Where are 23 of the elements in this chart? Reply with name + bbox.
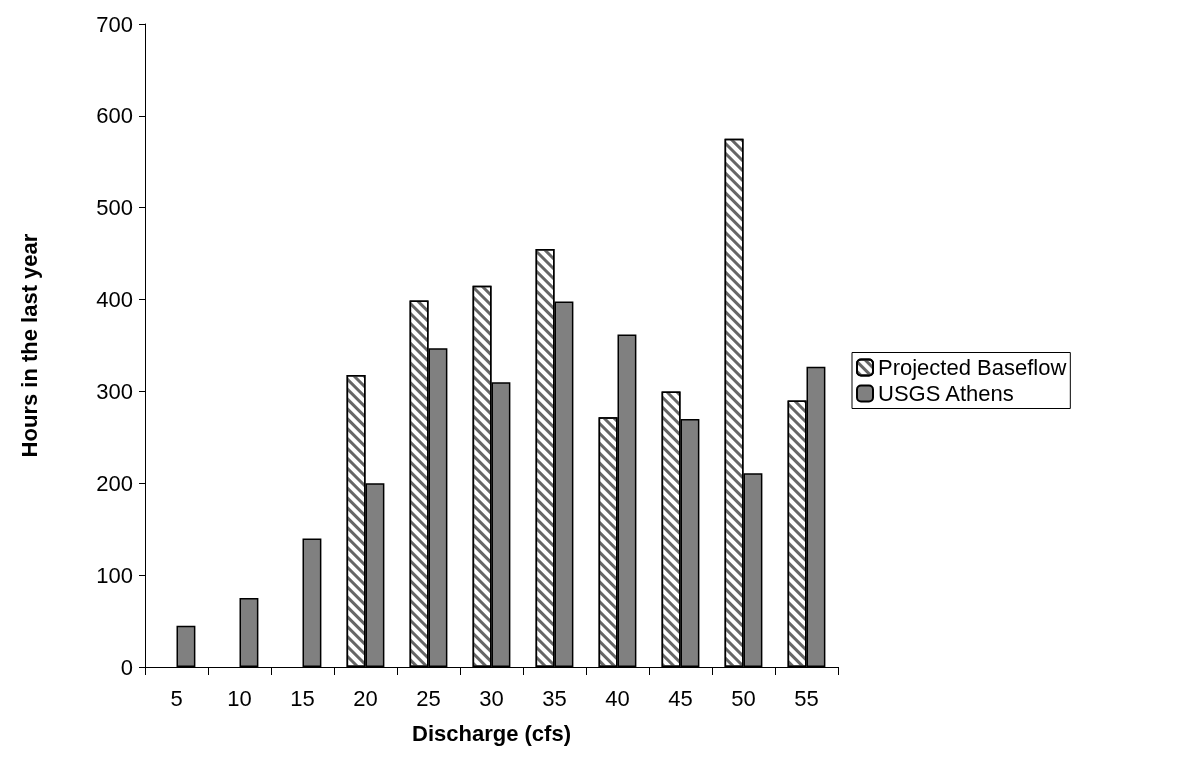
y-tick-label: 700 <box>96 11 133 37</box>
x-tick-label: 15 <box>290 685 315 711</box>
x-tick-label: 55 <box>794 685 819 711</box>
x-tick-label: 20 <box>353 685 378 711</box>
y-tick-label: 400 <box>96 287 133 313</box>
y-tick-label: 200 <box>96 470 133 496</box>
x-tick-label: 5 <box>170 685 183 711</box>
x-tick-label: 45 <box>668 685 693 711</box>
y-tick-label: 0 <box>120 654 133 680</box>
x-tick-label: 40 <box>605 685 630 711</box>
x-tick-label: 30 <box>479 685 504 711</box>
y-tick-label: 600 <box>96 103 133 129</box>
y-tick-label: 300 <box>96 378 133 404</box>
x-tick-label: 10 <box>227 685 252 711</box>
y-axis-title: Hours in the last year <box>16 233 42 458</box>
x-tick-label: 35 <box>542 685 567 711</box>
x-tick-label: 50 <box>731 685 756 711</box>
legend-label: Projected Baseflow <box>878 355 1067 380</box>
y-tick-label: 500 <box>96 195 133 221</box>
x-axis-title: Discharge (cfs) <box>412 720 571 746</box>
legend-label: USGS Athens <box>878 381 1014 406</box>
y-tick-label: 100 <box>96 562 133 588</box>
x-tick-label: 25 <box>416 685 441 711</box>
